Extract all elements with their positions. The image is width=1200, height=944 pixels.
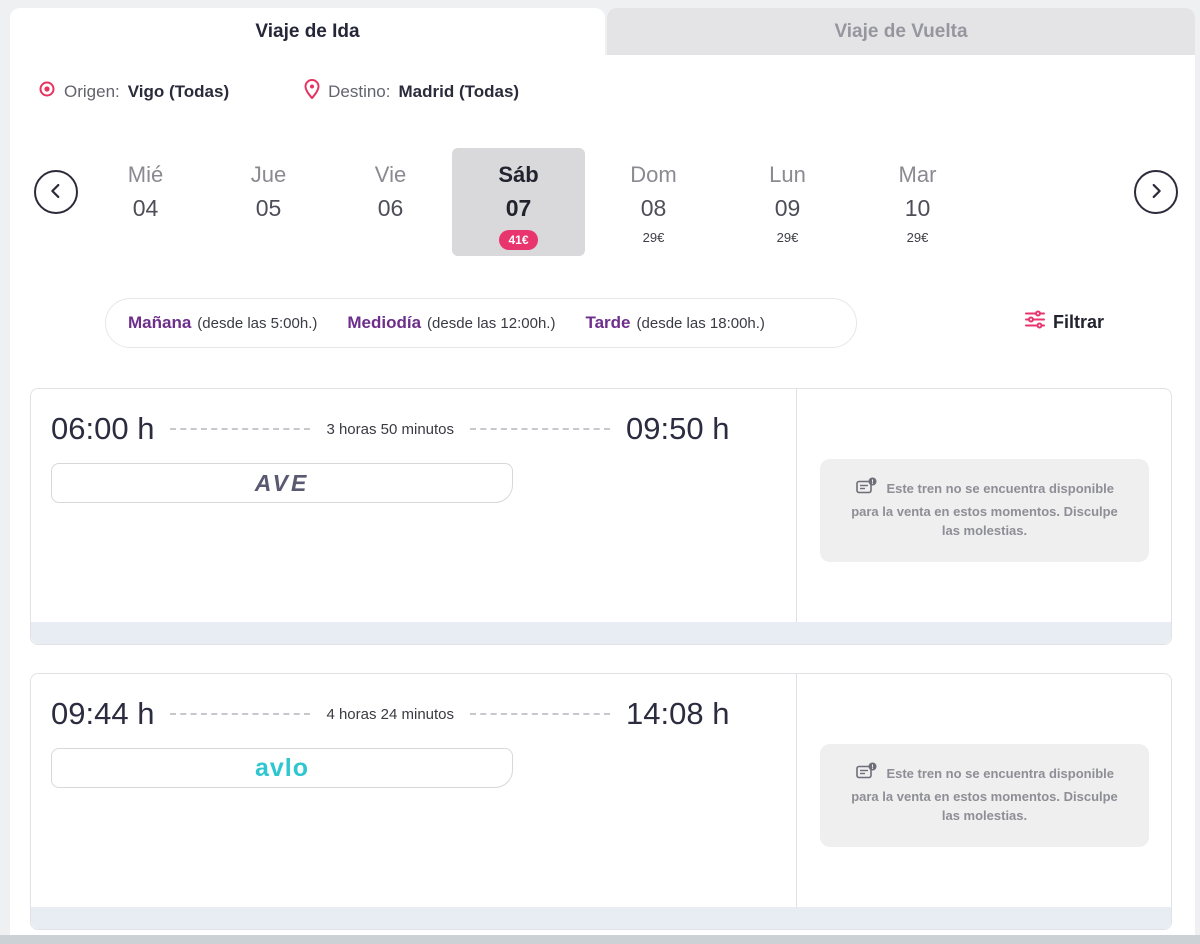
dashed-line: [470, 713, 611, 715]
destination-label: Destino:: [328, 81, 391, 101]
filter-mediodia-label: Mediodía: [347, 313, 422, 332]
train-brand-selector[interactable]: AVE: [51, 463, 513, 503]
journey-duration: 3 horas 50 minutos: [326, 420, 455, 438]
sliders-filter-icon: [1025, 310, 1045, 334]
day-price: [202, 230, 335, 252]
time-filter-bar: Mañana (desde las 5:00h.) Mediodía (desde …: [105, 298, 857, 348]
times-row: 06:00 h 3 horas 50 minutos 09:50 h: [51, 411, 776, 447]
ticket-alert-icon: !: [855, 477, 877, 502]
day-price: 29€: [776, 230, 799, 245]
day-cell-jue-05[interactable]: Jue 05: [202, 148, 335, 256]
day-name: Mié: [127, 162, 164, 187]
day-name: Lun: [769, 162, 806, 187]
origin-label: Origen:: [64, 81, 120, 101]
departure-time: 09:44 h: [51, 696, 155, 731]
filter-mediodia-detail: (desde las 12:00h.): [427, 315, 556, 332]
ave-logo: AVE: [254, 469, 310, 496]
day-cell-mar-10[interactable]: Mar 10 29€: [851, 148, 984, 256]
tab-viaje-vuelta-label: Viaje de Vuelta: [834, 20, 968, 42]
avlo-logo: avlo: [254, 753, 310, 782]
times-row: 09:44 h 4 horas 24 minutos 14:08 h: [51, 696, 776, 732]
journey-duration: 4 horas 24 minutos: [326, 705, 455, 723]
day-number: 06: [377, 195, 404, 221]
arrival-time: 14:08 h: [626, 696, 730, 731]
filter-manana[interactable]: Mañana (desde las 5:00h.): [128, 313, 317, 333]
journey-info: 09:44 h 4 horas 24 minutos 14:08 h avlo: [31, 674, 796, 909]
card-footer-strip: [31, 622, 1171, 644]
day-name: Jue: [250, 162, 287, 187]
tab-viaje-vuelta[interactable]: Viaje de Vuelta: [607, 8, 1195, 55]
price-badge: 41€: [499, 230, 538, 250]
unavailable-notice: ! Este tren no se encuentra disponible p…: [820, 744, 1149, 847]
filter-manana-detail: (desde las 5:00h.): [197, 315, 318, 332]
journey-info: 06:00 h 3 horas 50 minutos 09:50 h AVE: [31, 389, 796, 624]
day-cell-mie-04[interactable]: Mié 04: [79, 148, 212, 256]
train-brand-selector[interactable]: avlo: [51, 748, 513, 788]
day-cell-sab-07-selected[interactable]: Sáb 07 41€: [452, 148, 585, 256]
availability-panel: ! Este tren no se encuentra disponible p…: [796, 389, 1172, 624]
origin-value[interactable]: Vigo (Todas): [127, 81, 230, 101]
train-result-card-2: 09:44 h 4 horas 24 minutos 14:08 h avlo …: [30, 673, 1172, 930]
filtrar-button[interactable]: Filtrar: [1025, 310, 1104, 334]
day-price: 29€: [906, 230, 929, 245]
origin-group: Origen: Vigo (Todas): [38, 80, 229, 103]
filter-tarde[interactable]: Tarde (desde las 18:00h.): [585, 313, 764, 333]
card-footer-strip: [31, 907, 1171, 929]
filter-manana-label: Mañana: [128, 313, 192, 332]
day-number: 07: [505, 195, 532, 221]
dashed-line: [170, 713, 311, 715]
unavailable-notice-text: Este tren no se encuentra disponible par…: [851, 481, 1118, 538]
day-cell-vie-06[interactable]: Vie 06: [324, 148, 457, 256]
arrival-time: 09:50 h: [626, 411, 730, 446]
chevron-right-icon: [1145, 180, 1167, 205]
day-price: [324, 230, 457, 252]
svg-text:!: !: [871, 764, 873, 771]
day-number: 04: [132, 195, 159, 221]
unavailable-notice-text: Este tren no se encuentra disponible par…: [851, 766, 1118, 823]
availability-panel: ! Este tren no se encuentra disponible p…: [796, 674, 1172, 909]
tab-viaje-ida[interactable]: Viaje de Ida: [10, 8, 605, 55]
day-number: 09: [774, 195, 801, 221]
departure-time: 06:00 h: [51, 411, 155, 446]
day-number: 08: [640, 195, 667, 221]
main-panel: Origen: Vigo (Todas) Destino: Madrid (To…: [10, 55, 1195, 935]
day-name: Mar: [898, 162, 937, 187]
day-price: 41€: [452, 230, 585, 252]
filter-tarde-detail: (desde las 18:00h.): [636, 315, 765, 332]
destination-group: Destino: Madrid (Todas): [304, 78, 520, 104]
day-number: 10: [904, 195, 931, 221]
ticket-alert-icon: !: [855, 762, 877, 787]
day-name: Dom: [630, 162, 677, 187]
route-summary: Origen: Vigo (Todas) Destino: Madrid (To…: [38, 78, 520, 104]
carousel-prev-button[interactable]: [34, 170, 78, 214]
day-name: Sáb: [498, 162, 539, 187]
day-cell-lun-09[interactable]: Lun 09 29€: [721, 148, 854, 256]
svg-text:!: !: [871, 479, 873, 486]
filter-mediodia[interactable]: Mediodía (desde las 12:00h.): [347, 313, 555, 333]
unavailable-notice: ! Este tren no se encuentra disponible p…: [820, 459, 1149, 562]
dashed-line: [170, 428, 311, 430]
chevron-left-icon: [45, 180, 67, 205]
train-result-card-1: 06:00 h 3 horas 50 minutos 09:50 h AVE !…: [30, 388, 1172, 645]
tab-viaje-ida-label: Viaje de Ida: [255, 20, 360, 42]
filter-tarde-label: Tarde: [585, 313, 631, 332]
filtrar-label: Filtrar: [1053, 311, 1105, 332]
day-cell-dom-08[interactable]: Dom 08 29€: [587, 148, 720, 256]
day-price: [79, 230, 212, 252]
destination-pin-icon: [304, 78, 320, 104]
dashed-line: [470, 428, 611, 430]
origin-target-icon: [38, 80, 56, 103]
destination-value[interactable]: Madrid (Todas): [398, 81, 520, 101]
day-number: 05: [255, 195, 282, 221]
carousel-next-button[interactable]: [1134, 170, 1178, 214]
day-name: Vie: [374, 162, 407, 187]
page-bottom-strip: [0, 935, 1200, 944]
day-price: 29€: [642, 230, 665, 245]
